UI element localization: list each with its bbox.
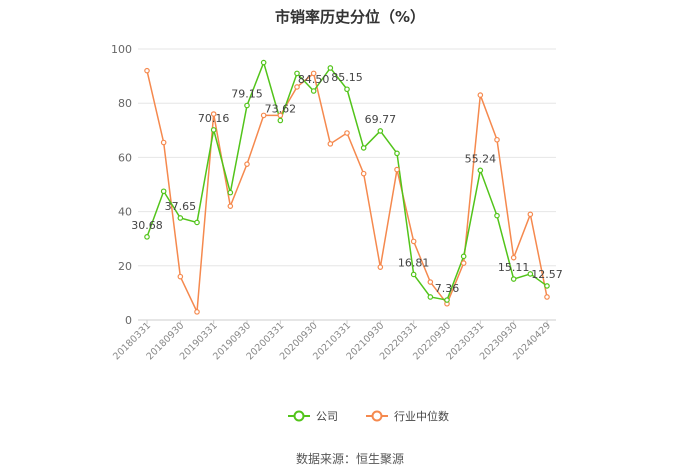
legend-label: 公司 [316,410,338,423]
data-point [460,253,467,260]
data-point [144,234,150,240]
data-point [360,170,367,177]
data-point [260,112,267,119]
data-point [494,212,500,219]
data-label: 55.24 [465,152,497,165]
data-point [410,271,417,278]
data-point [294,70,300,77]
data-point [477,92,484,98]
data-point [310,88,317,94]
data-label: 79.15 [231,88,263,101]
data-point [177,215,184,221]
data-point [277,117,284,124]
data-point [160,139,167,146]
data-point [394,150,400,157]
data-point [444,297,450,303]
data-point [244,161,250,167]
data-label: 15.11 [498,261,530,274]
data-point [194,309,200,315]
data-point [210,127,217,133]
data-point [377,128,384,134]
data-point [227,189,234,196]
data-label: 30.68 [131,219,163,232]
y-tick-label: 0 [125,314,132,327]
data-point [327,65,334,71]
legend-label: 行业中位数 [394,409,449,423]
y-tick-label: 100 [111,43,132,56]
data-point [544,283,550,289]
y-tick-label: 80 [118,97,132,110]
data-point [460,260,467,266]
chart-title: 市销率历史分位（%） [274,8,426,26]
data-point [310,70,317,77]
data-point [544,294,550,300]
data-label: 84.50 [298,73,330,86]
data-point [344,130,350,136]
data-point [360,145,367,151]
data-point [510,276,517,282]
legend-swatch-marker [293,410,305,422]
data-label: 12.57 [531,268,563,281]
legend-swatch-marker [371,410,383,422]
data-point [377,264,384,270]
data-label: 16.81 [398,256,430,269]
data-point [427,294,434,300]
data-point [160,188,167,195]
data-point [527,211,534,218]
data-point [394,166,400,173]
data-point [277,112,284,119]
data-point [244,102,250,109]
data-label: 7.36 [435,282,460,295]
data-point [260,59,267,66]
data-label: 37.65 [165,200,197,213]
data-point [410,238,417,245]
data-point [227,203,234,209]
data-point [427,279,434,285]
data-label: 73.62 [265,102,297,115]
data-point [527,271,534,277]
data-point [210,111,217,117]
data-label: 69.77 [365,113,397,126]
data-point [327,141,334,147]
series-line-1 [146,70,548,315]
data-point [477,167,484,174]
data-point [510,254,517,261]
y-tick-label: 20 [118,260,132,273]
data-point [194,219,200,226]
data-point [344,86,350,93]
data-label: 70.16 [198,112,230,125]
y-tick-label: 40 [118,206,132,219]
data-point [177,273,184,280]
data-point [294,84,300,90]
data-source-note: 数据来源：恒生聚源 [295,452,404,466]
data-label: 85.15 [331,71,363,84]
y-tick-label: 60 [118,151,132,164]
data-point [494,136,500,143]
data-point [144,67,150,74]
series-line-0 [146,60,548,301]
